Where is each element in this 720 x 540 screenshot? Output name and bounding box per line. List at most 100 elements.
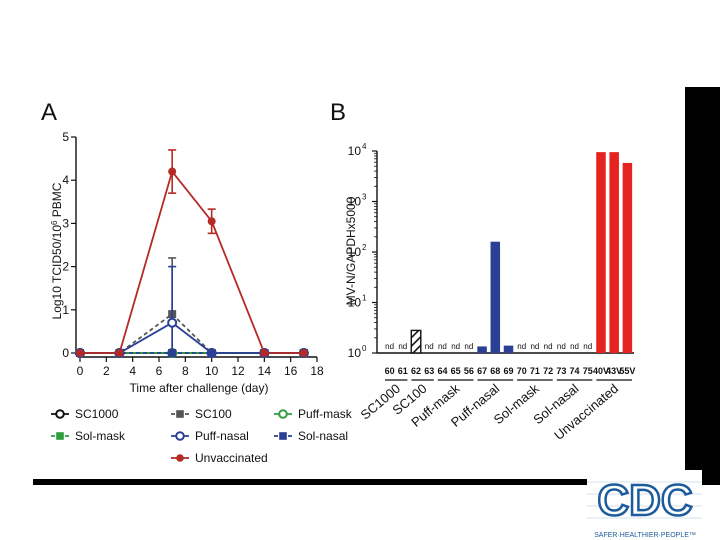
panel-a-y-tick-label: 0 <box>62 346 69 360</box>
legend-item-sc100: SC100 <box>171 407 232 421</box>
animal-id-label: 64 <box>437 366 447 376</box>
animal-id-label: 74 <box>570 366 580 376</box>
series-marker-square <box>168 349 177 357</box>
bar-68 <box>490 241 501 353</box>
nd-label: nd <box>583 342 592 351</box>
bottom-black-bar <box>33 479 720 485</box>
panel-a-legend: SC1000 SC100 Puff-mask Sol-mask Puff-nasal So… <box>51 407 353 465</box>
panel-b-y-tick-exp: 3 <box>362 193 367 202</box>
series-marker-open-circle <box>278 409 288 419</box>
bar-69 <box>503 345 514 353</box>
series-puff-nasal <box>75 265 309 358</box>
animal-id-label: 68 <box>490 366 500 376</box>
animal-id-label: 72 <box>543 366 553 376</box>
panel-a-y-tick-label: 1 <box>62 303 69 317</box>
animal-id-label: 56 <box>464 366 474 376</box>
panel-a-x-tick-label: 4 <box>129 364 136 378</box>
panel-a-ylabel-sup: 6 <box>50 220 59 225</box>
series-line <box>80 312 304 354</box>
panel-b-y-tick-label: 10 <box>348 195 362 209</box>
animal-id-label: 63 <box>424 366 434 376</box>
animal-id-label: 61 <box>398 366 408 376</box>
panel-a-y-tick-label: 3 <box>62 216 69 230</box>
panel-b-y-tick-exp: 4 <box>362 142 367 151</box>
panel-a-ylabel-main: Log10 TCID50/10 <box>50 225 64 320</box>
legend-item-unvaccinated: Unvaccinated <box>171 451 268 465</box>
series-marker-open-circle <box>175 431 185 441</box>
panel-b-ylabel: MV-N/GAPDHx5000 <box>344 196 358 305</box>
cdc-logo: CDC SAFER·HEALTHIER·PEOPLE™ <box>587 470 702 540</box>
nd-label: nd <box>464 342 473 351</box>
series-marker-circle <box>176 454 184 462</box>
panel-a-xlabel: Time after challenge (day) <box>130 381 269 395</box>
series-marker-circle <box>168 167 177 176</box>
series-line <box>80 321 304 354</box>
series-marker-circle <box>115 349 124 357</box>
legend-item-sol-nasal: Sol-nasal <box>274 429 348 443</box>
right-black-bar <box>685 87 720 479</box>
animal-id-label: 70 <box>517 366 527 376</box>
animal-id-label: 55V <box>619 366 635 376</box>
series-marker-circle <box>299 349 308 357</box>
panel-a-x-tick-label: 16 <box>284 364 298 378</box>
panel-a-y-tick-label: 2 <box>62 260 69 274</box>
legend-item-sol-mask: Sol-mask <box>51 429 126 443</box>
nd-label: nd <box>425 342 434 351</box>
panel-b-y-tick-label: 10 <box>348 245 362 259</box>
panel-a-x-tick-label: 2 <box>103 364 110 378</box>
panel-b-y-tick-exp: 1 <box>362 294 367 303</box>
panel-a-y-tick-label: 5 <box>62 130 69 144</box>
panel-a-y-tick-label: 4 <box>62 173 69 187</box>
nd-label: nd <box>438 342 447 351</box>
animal-id-label: 71 <box>530 366 540 376</box>
series-line <box>80 169 304 354</box>
series-marker-square <box>56 432 64 440</box>
bar-62 <box>410 329 422 354</box>
nd-label: nd <box>570 342 579 351</box>
legend-label: SC100 <box>195 407 232 421</box>
bar-40v <box>596 152 606 353</box>
series-sc100 <box>76 257 308 357</box>
legend-label: Sol-mask <box>75 429 126 443</box>
panel-a-x-tick-label: 0 <box>77 364 84 378</box>
panel-a-ylabel-tail: PBMC <box>50 182 64 220</box>
animal-id-label: 65 <box>451 366 461 376</box>
legend-label: Unvaccinated <box>195 451 268 465</box>
panel-a-x-tick-label: 10 <box>205 364 219 378</box>
animal-id-label: 60 <box>385 366 395 376</box>
legend-label: Sol-nasal <box>298 429 348 443</box>
panel-a-x-tick-label: 12 <box>231 364 245 378</box>
series-marker-square <box>207 349 216 357</box>
nd-label: nd <box>451 342 460 351</box>
nd-label: nd <box>530 342 539 351</box>
series-unvaccinated <box>76 149 308 357</box>
legend-label: Puff-mask <box>298 407 353 421</box>
legend-item-sc1000: SC1000 <box>51 407 119 421</box>
bar-67 <box>477 346 487 353</box>
cdc-logo-text: CDC <box>597 476 692 525</box>
panel-b-y-tick-label: 10 <box>348 346 362 360</box>
cdc-logo-tagline: SAFER·HEALTHIER·PEOPLE™ <box>594 532 696 539</box>
panel-b-y-tick-exp: 2 <box>362 243 367 252</box>
nd-label: nd <box>557 342 566 351</box>
legend-label: Puff-nasal <box>195 429 249 443</box>
animal-id-label: 75 <box>583 366 593 376</box>
panel-b-y-tick-label: 10 <box>348 296 362 310</box>
legend-item-puff-mask: Puff-mask <box>274 407 353 421</box>
legend-item-puff-nasal: Puff-nasal <box>171 429 249 443</box>
panel-a-x-tick-label: 18 <box>310 364 324 378</box>
figure-panel: A 0 2 4 6 8 10 12 14 16 18 0 1 2 3 4 5 Time after chall… <box>33 87 685 479</box>
panel-a-letter: A <box>41 99 57 126</box>
animal-id-label: 62 <box>411 366 421 376</box>
nd-label: nd <box>385 342 394 351</box>
animal-id-label: 69 <box>503 366 513 376</box>
panel-a-x-tick-label: 14 <box>258 364 272 378</box>
bar-55v <box>622 162 633 353</box>
series-marker-circle <box>260 349 269 357</box>
legend-label: SC1000 <box>75 407 119 421</box>
panel-b-letter: B <box>330 99 346 126</box>
panel-b-y-tick-exp: 0 <box>362 344 367 353</box>
